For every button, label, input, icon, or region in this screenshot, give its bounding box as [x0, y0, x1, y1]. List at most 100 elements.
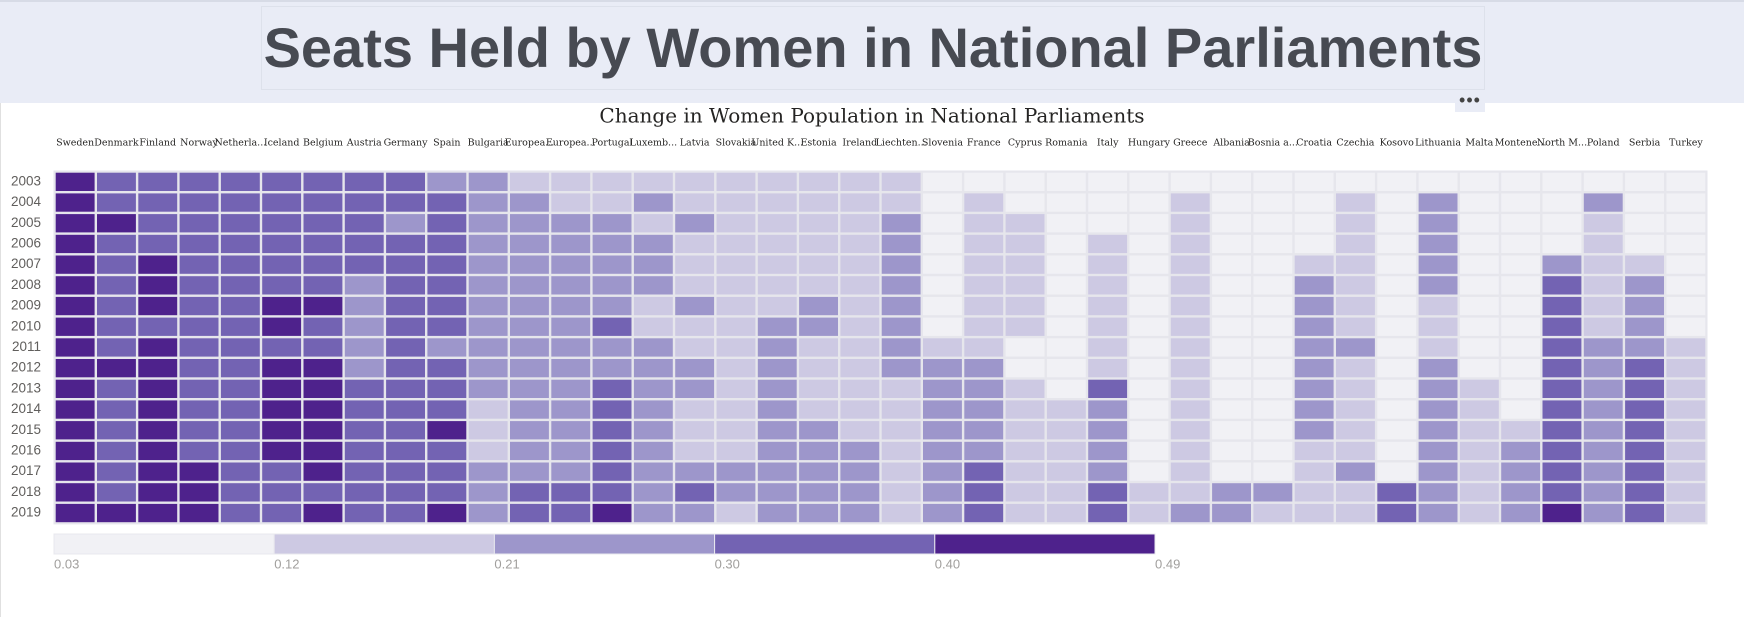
heatmap-cell	[1088, 317, 1128, 336]
heatmap-cell	[1501, 255, 1541, 274]
heatmap-cell	[55, 503, 95, 523]
heatmap-cell	[799, 483, 838, 502]
heatmap-cell	[1336, 296, 1375, 316]
heatmap-cell	[633, 296, 673, 316]
heatmap-cell	[799, 503, 838, 523]
heatmap-cell	[1129, 172, 1169, 191]
heatmap-cell	[262, 172, 302, 191]
heatmap-cell	[840, 193, 880, 212]
heatmap-cell	[881, 441, 921, 461]
heatmap-cell	[881, 234, 921, 254]
heatmap-cell	[262, 317, 302, 336]
heatmap-cell	[138, 462, 178, 481]
row-label: 2008	[11, 277, 41, 292]
heatmap-cell	[1212, 317, 1251, 336]
heatmap-cell	[55, 317, 95, 336]
heatmap-cell	[1005, 400, 1045, 419]
heatmap-cell	[964, 276, 1004, 295]
heatmap-cell	[1666, 483, 1706, 502]
heatmap-cell	[1542, 483, 1582, 502]
heatmap-cell	[427, 255, 467, 274]
row-label: 2006	[11, 236, 41, 251]
legend-tick-label: 0.03	[54, 556, 79, 571]
heatmap-cell	[303, 193, 343, 212]
heatmap-cell	[1542, 276, 1582, 295]
heatmap-cell	[675, 214, 715, 233]
heatmap-cell	[1666, 421, 1706, 440]
heatmap-cell	[510, 359, 549, 378]
heatmap-cell	[344, 421, 384, 440]
heatmap-cell	[675, 400, 715, 419]
heatmap-cell	[592, 276, 632, 295]
column-label: Montene...	[1495, 138, 1547, 149]
heatmap-cell	[1170, 276, 1210, 295]
heatmap-cell	[840, 379, 880, 398]
heatmap-cell	[510, 441, 549, 461]
column-label: Slovenia	[922, 138, 963, 149]
heatmap-cell	[1418, 379, 1458, 398]
heatmap-cell	[1666, 193, 1706, 212]
heatmap-cell	[592, 359, 632, 378]
heatmap-cell	[1501, 400, 1541, 419]
heatmap-cell	[1088, 483, 1128, 502]
heatmap-cell	[1336, 234, 1375, 254]
heatmap-cell	[427, 276, 467, 295]
heatmap-cell	[799, 296, 838, 316]
heatmap-cell	[179, 379, 219, 398]
heatmap-cell	[633, 379, 673, 398]
heatmap-cell	[55, 255, 95, 274]
column-label: United K...	[751, 138, 803, 149]
heatmap-cell	[220, 503, 260, 523]
heatmap-cell	[386, 421, 425, 440]
heatmap-cell	[1212, 172, 1251, 191]
heatmap-cell	[1583, 255, 1623, 274]
heatmap-cell	[1088, 255, 1128, 274]
heatmap-cell	[55, 379, 95, 398]
heatmap-cell	[55, 296, 95, 316]
heatmap-cell	[1294, 421, 1334, 440]
heatmap-cell	[675, 462, 715, 481]
column-label: Finland	[139, 138, 176, 149]
heatmap-cell	[344, 441, 384, 461]
heatmap-cell	[923, 214, 962, 233]
column-label: Poland	[1587, 138, 1620, 149]
heatmap-cell	[179, 255, 219, 274]
legend-tick-label: 0.21	[494, 556, 519, 571]
heatmap-cell	[1253, 421, 1293, 440]
heatmap-cell	[1583, 234, 1623, 254]
heatmap-cell	[923, 379, 962, 398]
heatmap-cell	[923, 483, 962, 502]
heatmap-cell	[592, 338, 632, 357]
heatmap-cell	[757, 441, 797, 461]
heatmap-cell	[1666, 172, 1706, 191]
heatmap-cell	[1377, 234, 1417, 254]
heatmap-cell	[923, 296, 962, 316]
heatmap-cell	[1336, 483, 1375, 502]
heatmap-cell	[386, 400, 425, 419]
heatmap-cell	[1459, 483, 1499, 502]
heatmap-cell	[1583, 359, 1623, 378]
heatmap-cell	[344, 379, 384, 398]
heatmap-cell	[97, 503, 136, 523]
heatmap-cell	[179, 503, 219, 523]
heatmap-cell	[97, 214, 136, 233]
heatmap-cell	[881, 359, 921, 378]
heatmap-cell	[1583, 483, 1623, 502]
heatmap-cell	[1377, 483, 1417, 502]
heatmap-cell	[303, 317, 343, 336]
heatmap-cell	[964, 255, 1004, 274]
more-options-icon[interactable]: •••	[1459, 90, 1481, 110]
heatmap-cell	[510, 214, 549, 233]
heatmap-cell	[1005, 276, 1045, 295]
heatmap-cell	[1253, 483, 1293, 502]
heatmap-cell	[427, 317, 467, 336]
heatmap-cell	[716, 338, 756, 357]
heatmap-cell	[1046, 359, 1086, 378]
heatmap-cell	[1005, 441, 1045, 461]
column-label: Malta	[1465, 138, 1493, 149]
heatmap-cell	[97, 338, 136, 357]
heatmap-cell	[1046, 214, 1086, 233]
heatmap-cell	[1418, 172, 1458, 191]
heatmap-cell	[923, 441, 962, 461]
heatmap-cell	[1129, 483, 1169, 502]
